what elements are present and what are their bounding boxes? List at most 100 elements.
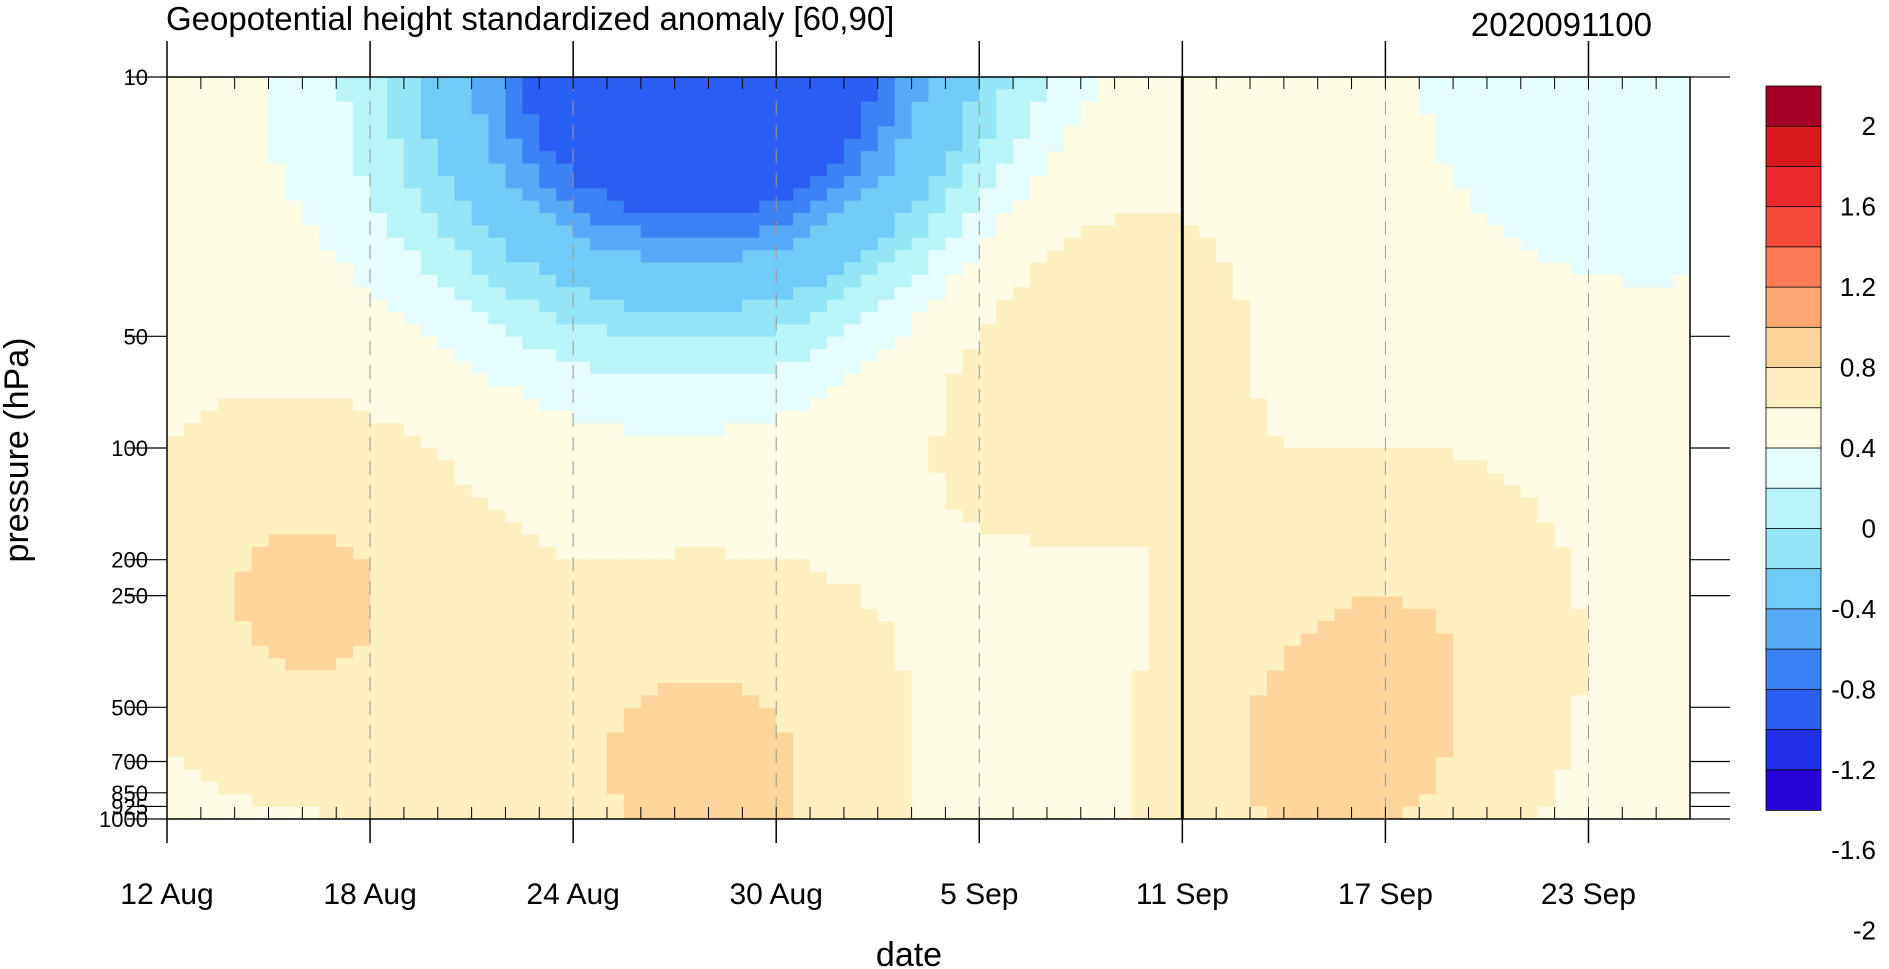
field-cell [996, 349, 1014, 363]
field-cell [1266, 608, 1285, 622]
field-cell [1266, 336, 1285, 350]
field-cell [1503, 89, 1522, 103]
field-cell [370, 101, 388, 115]
field-cell [810, 460, 828, 474]
field-cell [1470, 324, 1488, 338]
field-cell [471, 682, 490, 696]
field-cell [1503, 608, 1522, 622]
field-cell [1503, 398, 1522, 412]
field-cell [759, 114, 777, 128]
field-cell [353, 584, 371, 597]
field-cell [217, 744, 236, 758]
field-cell [217, 175, 236, 189]
field-cell [217, 559, 236, 573]
field-cell [1030, 485, 1048, 499]
field-cell [370, 89, 388, 103]
field-cell [539, 621, 557, 635]
field-cell [606, 225, 625, 239]
field-cell [200, 126, 219, 140]
field-cell [471, 732, 490, 746]
field-cell [911, 225, 930, 239]
field-cell [759, 596, 777, 610]
field-cell [928, 584, 947, 597]
field-cell [1300, 262, 1319, 276]
field-cell [962, 77, 980, 90]
field-cell [1537, 658, 1556, 672]
field-cell [1046, 633, 1065, 647]
field-cell [996, 361, 1014, 375]
field-cell [302, 509, 320, 523]
field-cell [1148, 485, 1167, 499]
field-cell [1503, 806, 1522, 819]
field-cell [1537, 695, 1556, 709]
field-cell [979, 509, 997, 523]
field-cell [776, 274, 794, 288]
field-cell [217, 398, 236, 412]
field-cell [996, 485, 1014, 499]
field-cell [996, 77, 1014, 90]
field-cell [1030, 213, 1048, 226]
field-cell [962, 707, 980, 721]
field-cell [793, 757, 811, 771]
field-cell [1334, 720, 1353, 734]
field-cell [996, 522, 1014, 536]
field-cell [759, 472, 777, 486]
field-cell [302, 633, 320, 647]
field-cell [1199, 299, 1217, 313]
field-cell [420, 311, 439, 325]
field-cell [573, 237, 591, 251]
field-cell [370, 497, 388, 511]
field-cell [776, 707, 794, 721]
field-cell [1537, 720, 1556, 734]
field-cell [606, 448, 625, 461]
field-cell [1013, 225, 1031, 239]
field-cell [928, 89, 947, 103]
field-cell [1503, 571, 1522, 585]
field-cell [979, 645, 997, 659]
field-cell [353, 645, 371, 659]
field-cell [539, 472, 557, 486]
field-cell [217, 373, 236, 387]
field-cell [251, 670, 270, 684]
field-cell [759, 707, 777, 721]
field-cell [606, 633, 625, 647]
field-cell [1114, 349, 1133, 363]
field-cell [200, 349, 219, 363]
field-cell [776, 732, 794, 746]
field-cell [370, 237, 388, 251]
field-cell [234, 732, 253, 746]
field-cell [1199, 336, 1217, 350]
field-cell [1503, 299, 1522, 313]
field-cell [251, 757, 270, 771]
field-cell [1165, 163, 1183, 177]
field-cell [793, 744, 811, 758]
field-cell [1199, 138, 1217, 152]
field-cell [183, 497, 202, 511]
field-cell [776, 670, 794, 684]
field-cell [1233, 596, 1251, 610]
field-cell [1046, 138, 1065, 152]
field-cell [1080, 188, 1099, 202]
field-cell [793, 373, 811, 387]
field-cell [505, 682, 523, 696]
field-cell [200, 89, 219, 103]
field-cell [1030, 423, 1048, 437]
field-cell [1182, 571, 1200, 585]
field-cell [471, 559, 490, 573]
field-cell [1148, 386, 1167, 400]
field-cell [268, 794, 287, 808]
field-cell [1334, 769, 1353, 783]
field-cell [1233, 114, 1251, 128]
field-cell [251, 386, 270, 400]
field-cell [826, 200, 845, 214]
field-cell [1148, 311, 1167, 325]
field-cell [183, 645, 202, 659]
field-cell [1402, 435, 1420, 449]
field-cell [725, 584, 743, 597]
field-cell [1486, 349, 1505, 363]
field-cell [1436, 509, 1454, 523]
field-cell [1317, 670, 1336, 684]
field-cell [1063, 126, 1082, 140]
field-cell [826, 695, 845, 709]
field-cell [1030, 435, 1048, 449]
